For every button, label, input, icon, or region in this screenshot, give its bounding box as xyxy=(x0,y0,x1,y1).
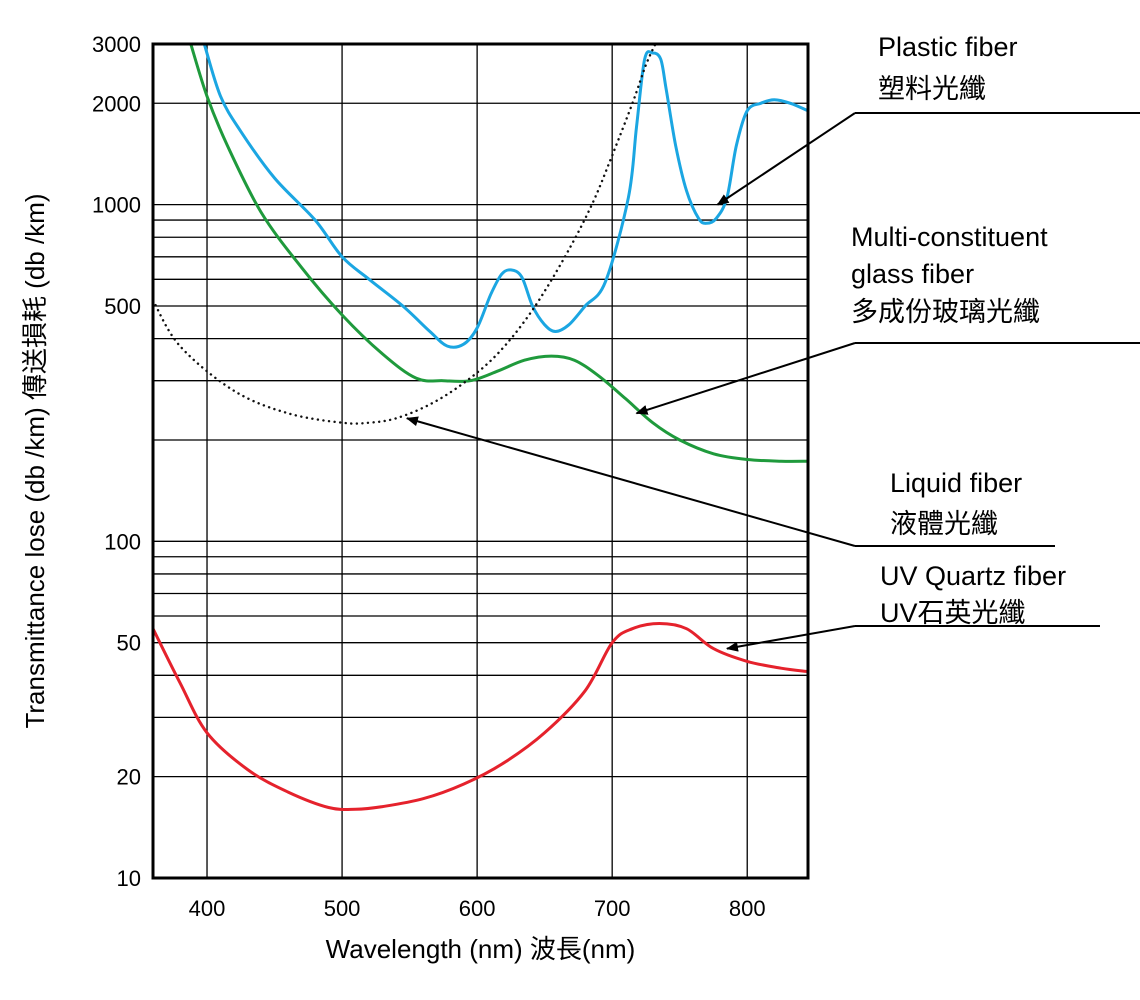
callout-arrow xyxy=(716,112,856,206)
uv-quartz-fiber-label-line: UV石英光纖 xyxy=(880,598,1026,628)
x-tick-label: 600 xyxy=(459,896,496,921)
plastic-fiber-label-line: Plastic fiber xyxy=(878,32,1018,62)
liquid-fiber-line xyxy=(153,44,657,425)
series-lines xyxy=(153,44,808,812)
glass-fiber-label-line: 多成份玻璃光纖 xyxy=(851,297,1040,327)
glass-fiber-label-line: Multi-constituent xyxy=(851,222,1048,252)
plastic-fiber-label-line: 塑料光纖 xyxy=(878,74,986,104)
uv-quartz-fiber-label-line: UV Quartz fiber xyxy=(880,561,1066,591)
y-tick-label: 20 xyxy=(117,765,141,790)
callout-arrow xyxy=(405,416,856,547)
liquid-fiber-label-line: 液體光纖 xyxy=(890,509,998,539)
plastic-fiber-line xyxy=(202,44,808,349)
liquid-fiber-label-line: Liquid fiber xyxy=(890,468,1022,498)
x-tick-label: 700 xyxy=(594,896,631,921)
y-axis-title: Transmittance lose (db /km) 傳送損耗 (db /km… xyxy=(20,193,50,728)
y-tick-label: 3000 xyxy=(92,32,141,57)
y-tick-label: 2000 xyxy=(92,91,141,116)
x-tick-label: 400 xyxy=(189,896,226,921)
y-tick-label: 1000 xyxy=(92,193,141,218)
grid xyxy=(153,43,808,879)
callout-arrow xyxy=(635,342,856,415)
x-tick-label: 800 xyxy=(729,896,766,921)
callout-arrow xyxy=(725,625,856,652)
y-tick-label: 50 xyxy=(117,631,141,656)
y-tick-label: 100 xyxy=(104,529,141,554)
uv-quartz-fiber-line xyxy=(153,621,808,812)
annotations: Plastic fiber 塑料光纖 Multi-constituent glass … xyxy=(405,32,1140,652)
x-tick-label: 500 xyxy=(324,896,361,921)
y-tick-label: 10 xyxy=(117,866,141,891)
plot-frame xyxy=(151,42,810,880)
glass-fiber-line xyxy=(189,44,808,463)
glass-fiber-label-line: glass fiber xyxy=(851,259,974,289)
x-tick-labels: 400 500 600 700 800 xyxy=(189,896,766,921)
x-axis-title: Wavelength (nm) 波長(nm) xyxy=(326,934,636,964)
y-tick-labels: 10 20 50 100 500 1000 2000 3000 xyxy=(92,32,141,891)
y-tick-label: 500 xyxy=(104,294,141,319)
